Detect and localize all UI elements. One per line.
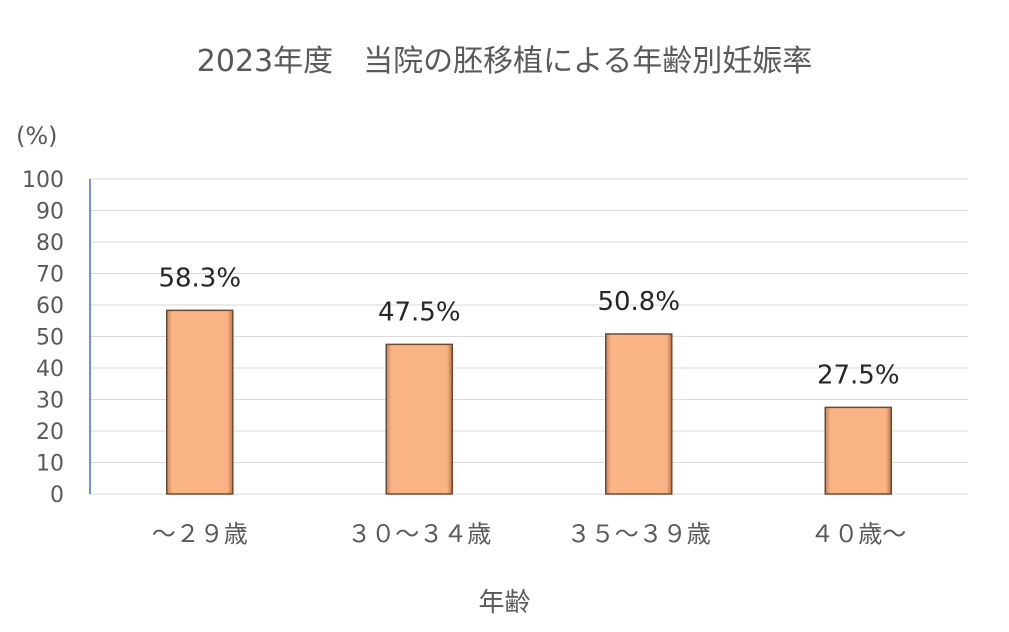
x-tick-label: ３５～３９歳 xyxy=(567,520,711,548)
y-axis-unit-label: (%) xyxy=(16,122,58,150)
bar xyxy=(385,343,453,495)
y-tick-label: 30 xyxy=(36,389,64,414)
x-tick-label: ４０歳～ xyxy=(810,520,906,548)
x-tick-label: ３０～３４歳 xyxy=(347,520,491,548)
y-tick-label: 100 xyxy=(22,168,64,193)
y-tick-label: 70 xyxy=(36,263,64,288)
y-tick-label: 0 xyxy=(50,483,64,508)
y-tick-label: 90 xyxy=(36,200,64,225)
chart-title: 2023年度 当院の胚移植による年齢別妊娠率 xyxy=(196,44,813,79)
x-axis-title: 年齢 xyxy=(478,588,531,618)
data-label: 27.5% xyxy=(817,360,900,390)
y-tick-label: 40 xyxy=(36,357,64,382)
data-label: 58.3% xyxy=(158,263,241,293)
data-label: 47.5% xyxy=(378,297,461,327)
bar xyxy=(605,333,673,495)
y-tick-label: 50 xyxy=(36,326,64,351)
y-tick-label: 60 xyxy=(36,294,64,319)
data-label: 50.8% xyxy=(597,287,680,317)
bar xyxy=(824,406,892,495)
y-tick-label: 20 xyxy=(36,420,64,445)
x-tick-label: ～２９歳 xyxy=(152,520,248,548)
bar xyxy=(166,309,234,495)
y-tick-label: 80 xyxy=(36,231,64,256)
y-tick-label: 10 xyxy=(36,452,64,477)
